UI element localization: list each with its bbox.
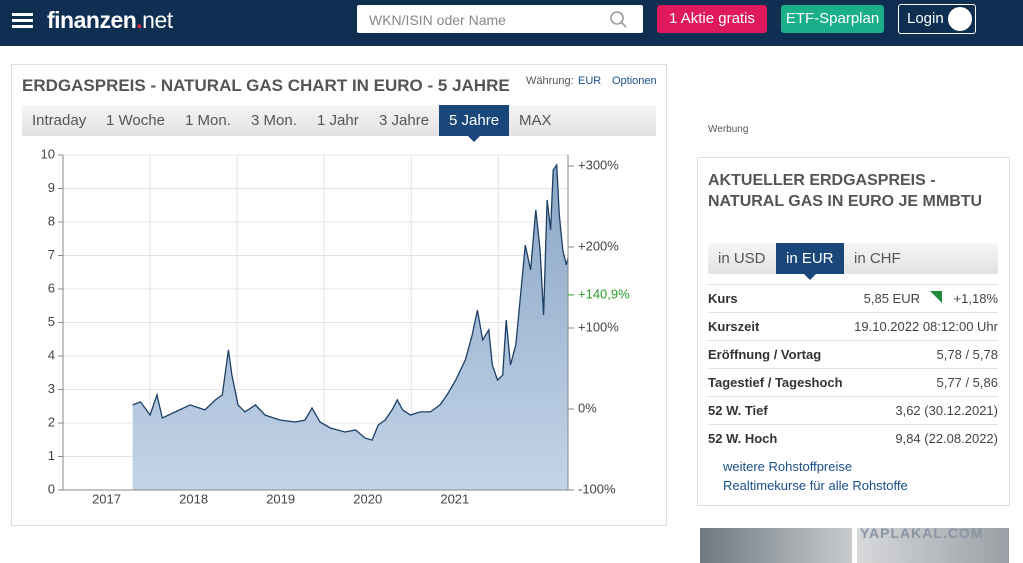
x-tick-label: 2021 (440, 491, 469, 506)
top-bar: finanzen.net WKN/ISIN oder Name 1 Aktie … (0, 0, 1023, 46)
row-value: 5,85 EUR (863, 291, 920, 306)
currency-tabs: in USD in EUR in CHF (708, 243, 998, 280)
tab[interactable]: 1 Mon. (185, 112, 231, 129)
quote-row: 52 W. Tief 3,62 (30.12.2021) (708, 396, 998, 425)
y-tick-label: 4 (48, 347, 55, 362)
currency-label: Währung: (526, 75, 574, 87)
link[interactable]: weitere Rohstoffpreise (723, 459, 853, 474)
ad-label: Werbung (708, 124, 749, 135)
row-value: 19.10.2022 08:12:00 Uhr (854, 319, 998, 334)
y-tick-label: 3 (48, 381, 55, 396)
logo-dot: . (136, 7, 143, 33)
y-tick-label: 2 (48, 414, 55, 429)
y2-tick-label: +300% (578, 157, 619, 172)
row-value: 9,84 (22.08.2022) (895, 431, 998, 446)
tab[interactable]: 1 Woche (106, 112, 165, 129)
y-tick-label: 1 (48, 448, 55, 463)
y-tick-label: 8 (48, 213, 55, 228)
quote-row: Kurszeit 19.10.2022 08:12:00 Uhr (708, 312, 998, 341)
y2-tick-label: +100% (578, 319, 619, 334)
search-box[interactable]: WKN/ISIN oder Name (357, 5, 643, 33)
currency-select[interactable]: EUR (578, 75, 602, 87)
options-link[interactable]: Optionen (612, 75, 657, 87)
y-tick-label: 6 (48, 280, 55, 295)
menu-icon[interactable] (12, 19, 33, 22)
row-value: 5,78 / 5,78 (936, 347, 998, 362)
chart-panel: ERDGASPREIS - NATURAL GAS CHART IN EURO … (11, 64, 667, 526)
trend-icon (930, 291, 942, 303)
range-tabs: Intraday 1 Woche 1 Mon. 3 Mon. 1 Jahr 3 Jahre… (22, 105, 656, 142)
row-label: 52 W. Hoch (708, 431, 778, 446)
x-tick-label: 2019 (266, 491, 295, 506)
current-change-label: +140,9% (578, 286, 630, 301)
row-label: Kurszeit (708, 319, 760, 334)
user-icon (948, 7, 972, 31)
row-label: 52 W. Tief (708, 403, 768, 418)
tab[interactable]: in CHF (854, 250, 901, 267)
line (132, 163, 569, 441)
tab[interactable]: in EUR (776, 243, 844, 280)
x-tick-label: 2017 (92, 491, 121, 506)
search-icon (610, 11, 627, 28)
y-tick-label: 5 (48, 314, 55, 329)
tab[interactable]: MAX (519, 112, 552, 129)
quote-box (697, 157, 1010, 506)
row-change: +1,18% (953, 291, 998, 306)
login-button[interactable]: Login (898, 4, 976, 34)
row-label: Kurs (708, 291, 738, 306)
menu-icon[interactable] (12, 13, 33, 16)
row-value: 3,62 (30.12.2021) (895, 403, 998, 418)
tab[interactable]: 1 Jahr (317, 112, 359, 129)
y-tick-label: 9 (48, 180, 55, 195)
watermark: YAPLAKAL.COM (860, 525, 984, 541)
menu-icon[interactable] (12, 25, 33, 28)
search-placeholder: WKN/ISIN oder Name (369, 12, 506, 28)
tab[interactable]: in USD (718, 250, 766, 267)
quote-row: Eröffnung / Vortag 5,78 / 5,78 (708, 340, 998, 369)
ad-image[interactable] (700, 528, 852, 563)
chart-panel-title: ERDGASPREIS - NATURAL GAS CHART IN EURO … (22, 76, 510, 95)
x-tick-label: 2018 (179, 491, 208, 506)
promo-button[interactable]: 1 Aktie gratis (657, 5, 767, 33)
quote-title: AKTUELLER ERDGASPREIS - NATURAL GAS IN E… (708, 172, 983, 210)
quote-row: Kurs 5,85 EUR +1,18% (708, 284, 998, 313)
row-label: Eröffnung / Vortag (708, 347, 822, 362)
x-tick-label: 2020 (353, 491, 382, 506)
y-tick-label: 10 (41, 146, 55, 161)
link[interactable]: Realtimekurse für alle Rohstoffe (723, 478, 908, 493)
logo-text: finanzen (47, 7, 137, 33)
tab[interactable]: 3 Jahre (379, 112, 430, 129)
quote-row: 52 W. Hoch 9,84 (22.08.2022) (708, 424, 998, 453)
y2-tick-label: -100% (578, 481, 616, 496)
ad-image[interactable] (857, 528, 1009, 563)
login-text: Login (907, 10, 944, 27)
y2-tick-label: 0% (578, 400, 597, 415)
row-value: 5,77 / 5,86 (936, 375, 998, 390)
logo[interactable]: finanzen.net (47, 7, 173, 34)
tab[interactable]: 5 Jahre (439, 105, 510, 142)
y2-tick-label: +200% (578, 238, 619, 253)
y-tick-label: 7 (48, 247, 55, 262)
logo-text: net (142, 7, 173, 33)
tab[interactable]: 3 Mon. (251, 112, 297, 129)
tab[interactable]: Intraday (32, 112, 87, 129)
row-label: Tagestief / Tageshoch (708, 375, 843, 390)
y-tick-label: 0 (48, 481, 55, 496)
quote-row: Tagestief / Tageshoch 5,77 / 5,86 (708, 368, 998, 397)
etf-button[interactable]: ETF-Sparplan (781, 5, 884, 33)
